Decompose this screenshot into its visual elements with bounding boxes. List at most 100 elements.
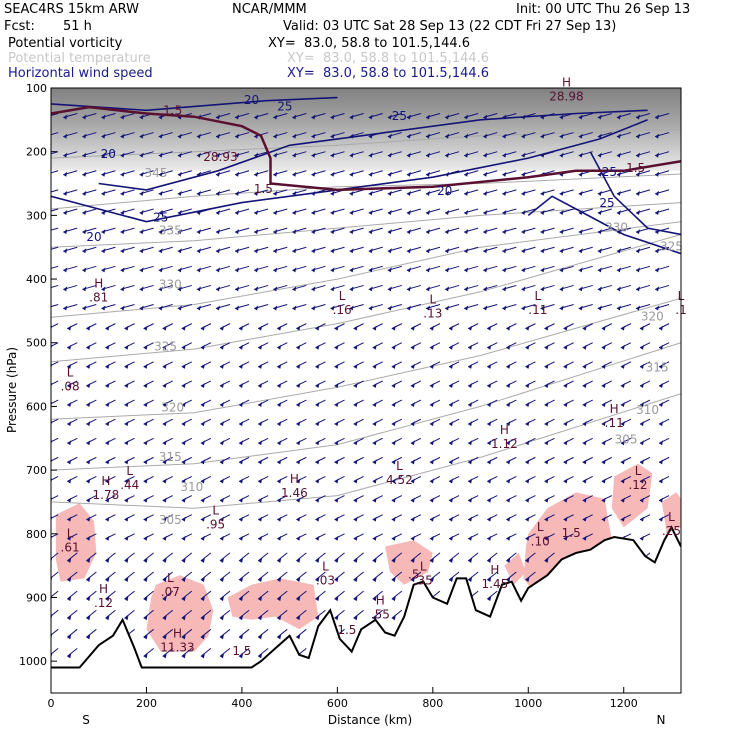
- wind-arrowhead: [67, 344, 72, 350]
- wind-arrowhead: [659, 402, 664, 408]
- wind-arrowhead: [655, 152, 660, 158]
- wind-arrowhead: [239, 596, 244, 602]
- wind-arrow: [353, 552, 364, 562]
- wind-arrowhead: [544, 516, 549, 522]
- organization-label: NCAR/MMM: [232, 2, 307, 17]
- wind-arrowhead: [544, 440, 549, 446]
- wind-arrowhead: [219, 535, 224, 541]
- wind-arrowhead: [63, 171, 68, 177]
- theta-contour-label: 305: [615, 432, 638, 446]
- wind-arrowhead: [521, 305, 526, 311]
- wind-arrowhead: [353, 402, 358, 408]
- wind-arrowhead: [124, 577, 129, 582]
- wind-arrowhead: [502, 114, 507, 120]
- wind-arrowhead: [51, 440, 53, 446]
- wind-arrow: [86, 590, 97, 600]
- wind-arrowhead: [273, 267, 278, 273]
- wind-arrow: [257, 552, 269, 562]
- wind-arrowhead: [334, 440, 339, 446]
- wind-arrowhead: [196, 267, 201, 273]
- wind-arrowhead: [315, 344, 320, 350]
- wind-arrowhead: [387, 267, 392, 273]
- wind-arrowhead: [391, 535, 396, 541]
- wind-arrowhead: [239, 535, 244, 541]
- wind-arrowhead: [254, 248, 259, 254]
- theta-contour-label: 320: [161, 401, 184, 415]
- wind-arrowhead: [544, 325, 549, 331]
- wind-arrowhead: [181, 363, 186, 369]
- wind-arrowhead: [235, 248, 240, 254]
- wind-contour: [51, 119, 648, 223]
- x-tick-label: 1200: [610, 697, 638, 710]
- wind-arrowhead: [181, 497, 186, 503]
- wind-arrowhead: [196, 286, 201, 292]
- plot-frame: [50, 87, 682, 694]
- wind-arrowhead: [468, 344, 473, 350]
- wind-arrowhead: [353, 344, 358, 350]
- wind-arrowhead: [143, 478, 148, 484]
- wind-arrowhead: [239, 557, 244, 563]
- wind-arrowhead: [334, 363, 339, 369]
- wind-arrowhead: [315, 478, 320, 484]
- extremum-marker: H: [94, 276, 103, 290]
- wind-arrowhead: [105, 557, 110, 563]
- wind-arrowhead: [219, 402, 224, 408]
- wind-arrowhead: [101, 133, 106, 139]
- wind-arrow: [181, 628, 193, 638]
- wind-arrowhead: [67, 634, 72, 640]
- wind-arrowhead: [544, 497, 549, 503]
- wind-arrowhead: [273, 248, 278, 254]
- wind-arrowhead: [86, 557, 91, 563]
- wind-arrowhead: [544, 421, 549, 427]
- legend-pv-xy: XY= 83.0, 58.8 to 101.5,144.6: [268, 36, 471, 51]
- wind-arrow: [276, 609, 288, 619]
- terrain-mask: [51, 527, 681, 693]
- wind-arrowhead: [582, 344, 587, 350]
- wind-arrowhead: [124, 402, 129, 408]
- wind-arrowhead: [582, 516, 587, 522]
- wind-arrowhead: [101, 305, 106, 311]
- wind-arrowhead: [51, 596, 53, 602]
- wind-arrowhead: [82, 152, 87, 158]
- wind-arrow: [51, 648, 59, 655]
- extremum-marker: H: [490, 563, 499, 577]
- wind-arrowhead: [635, 305, 640, 311]
- wind-arrowhead: [540, 133, 545, 139]
- wind-arrowhead: [181, 421, 186, 427]
- wind-arrowhead: [468, 577, 473, 582]
- wind-arrowhead: [655, 133, 660, 139]
- wind-arrowhead: [655, 248, 660, 254]
- wind-arrowhead: [597, 114, 602, 120]
- wind-arrowhead: [659, 459, 664, 465]
- wind-arrowhead: [334, 497, 339, 503]
- wind-arrowhead: [105, 344, 110, 350]
- wind-arrowhead: [200, 363, 205, 369]
- wind-arrowhead: [391, 440, 396, 446]
- wind-arrowhead: [406, 286, 411, 292]
- wind-arrowhead: [601, 516, 606, 522]
- wind-arrowhead: [540, 229, 545, 235]
- wind-arrowhead: [487, 497, 492, 503]
- wind-arrowhead: [258, 557, 263, 563]
- wind-arrowhead: [616, 305, 621, 311]
- wind-arrowhead: [200, 325, 205, 331]
- wind-arrowhead: [449, 325, 454, 331]
- wind-arrowhead: [544, 344, 549, 350]
- wind-arrowhead: [468, 421, 473, 427]
- wind-arrowhead: [219, 577, 224, 582]
- wind-arrowhead: [120, 267, 125, 273]
- wind-arrowhead: [353, 497, 358, 503]
- wind-arrowhead: [406, 190, 411, 196]
- wind-arrowhead: [334, 557, 339, 563]
- wind-arrowhead: [86, 596, 91, 602]
- extremum-marker: L: [396, 459, 403, 473]
- theta-contour-label: 315: [646, 360, 669, 374]
- wind-arrowhead: [196, 248, 201, 254]
- wind-arrowhead: [601, 382, 606, 388]
- wind-arrowhead: [277, 596, 282, 602]
- wind-arrow: [429, 552, 441, 562]
- wind-arrowhead: [63, 286, 68, 292]
- wind-arrowhead: [601, 344, 606, 350]
- wind-arrowhead: [277, 634, 282, 640]
- wind-contour-label: 25: [602, 165, 617, 179]
